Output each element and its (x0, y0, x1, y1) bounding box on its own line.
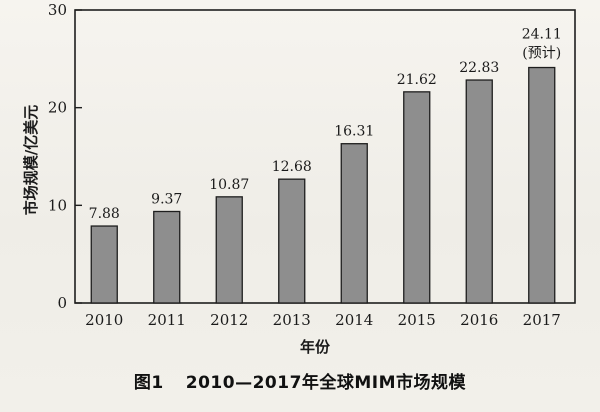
bar (528, 66, 556, 304)
x-tick-label: 2014 (335, 311, 373, 329)
y-tick-label: 20 (48, 99, 67, 117)
figure-caption-text: 2010—2017年全球MIM市场规模 (185, 373, 467, 393)
bar (403, 91, 431, 304)
y-tick-label: 10 (48, 196, 67, 214)
x-tick-label: 2012 (210, 311, 248, 329)
data-label: 22.83 (459, 60, 499, 76)
x-axis-title: 年份 (300, 338, 331, 356)
bar (465, 79, 493, 304)
figure-number: 图1 (133, 373, 164, 393)
bar (90, 225, 118, 304)
y-tick-label: 0 (57, 294, 67, 312)
bar (278, 178, 306, 304)
axes (74, 9, 576, 304)
bar (153, 210, 181, 304)
x-tick-label: 2013 (273, 311, 311, 329)
data-label: 10.87 (209, 177, 249, 193)
annotation-label: (预计) (522, 46, 561, 62)
x-tick-label: 2015 (398, 311, 436, 329)
x-tick-label: 2010 (85, 311, 123, 329)
bar-chart: 0 10 20 30 2010 7.88 2011 9.37 2012 10.87 2013 12.6… (22, 1, 576, 356)
data-label: 7.88 (89, 206, 120, 222)
x-tick-label: 2011 (148, 311, 186, 329)
data-label: 16.31 (334, 124, 374, 140)
plot-frame (74, 9, 576, 304)
y-axis-title: 市场规模/亿美元 (22, 105, 40, 215)
data-label: 12.68 (272, 159, 312, 175)
data-label: 21.62 (397, 72, 437, 88)
figure-caption: 图1 2010—2017年全球MIM市场规模 (0, 368, 600, 393)
x-tick-label: 2017 (523, 311, 561, 329)
x-tick-label: 2016 (460, 311, 498, 329)
bar (215, 196, 243, 304)
data-label: 24.11 (522, 27, 562, 43)
bar (340, 143, 368, 304)
bars (90, 66, 556, 304)
data-label: 9.37 (151, 191, 182, 207)
y-tick-label: 30 (48, 1, 67, 19)
labels: 0 10 20 30 2010 7.88 2011 9.37 2012 10.87 2013 12.6… (48, 1, 562, 329)
